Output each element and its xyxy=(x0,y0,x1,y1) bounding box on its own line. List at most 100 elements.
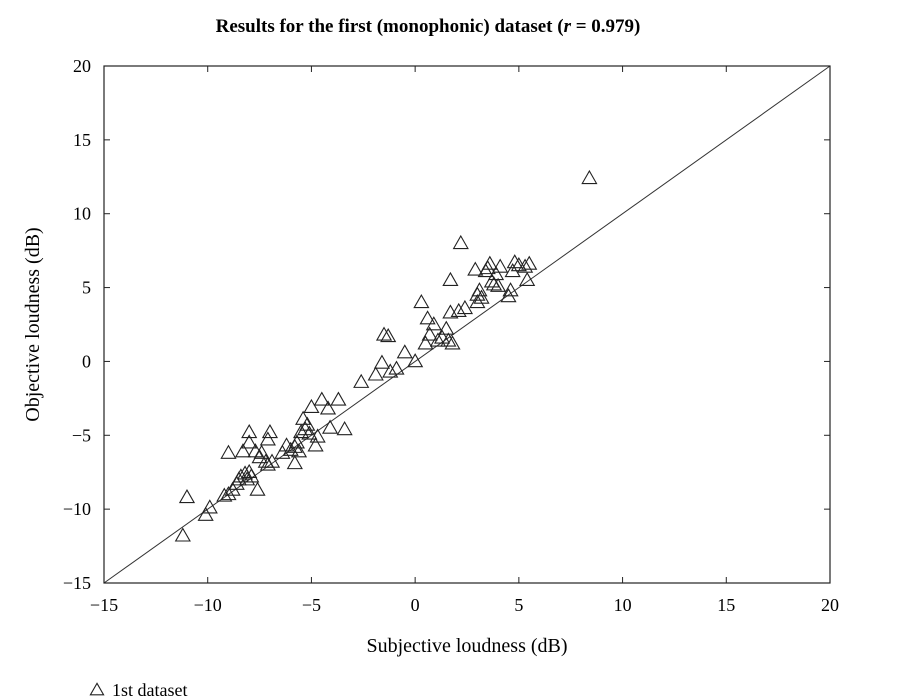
data-point-triangle xyxy=(220,486,237,501)
data-point-triangle xyxy=(471,282,488,297)
data-point-triangle xyxy=(492,258,509,273)
data-point-triangle xyxy=(236,465,254,480)
x-axis-label: Subjective loudness (dB) xyxy=(366,635,567,657)
data-point-triangle xyxy=(234,443,252,458)
data-point-triangle xyxy=(201,499,218,514)
data-point-triangle xyxy=(473,289,490,304)
data-point-triangle xyxy=(232,468,250,483)
x-tick-label: 5 xyxy=(514,595,523,615)
data-point-triangle xyxy=(581,169,598,185)
y-tick-label: −15 xyxy=(63,573,91,593)
data-point-triangle xyxy=(241,423,258,439)
data-point-triangle xyxy=(456,299,474,315)
y-axis-label: Objective loudness (dB) xyxy=(22,227,44,421)
data-point-triangle xyxy=(469,293,486,309)
data-point-triangle xyxy=(259,456,276,471)
ticks-layer: −15 −10 −5 0 5 10 15 20 −15 −10 −5 0 5 10 15 20 xyxy=(63,56,839,615)
data-point-triangle xyxy=(425,316,442,331)
y-tick-label: 20 xyxy=(73,56,91,76)
legend-triangle-icon xyxy=(89,682,105,696)
data-point-triangle xyxy=(249,481,266,496)
data-point-triangle xyxy=(481,255,498,270)
data-point-triangle xyxy=(336,421,353,436)
data-point-triangle xyxy=(407,353,424,368)
data-point-triangle xyxy=(490,277,507,292)
data-point-triangle xyxy=(309,428,326,443)
data-point-triangle xyxy=(313,391,330,406)
data-point-triangle xyxy=(467,261,484,276)
data-point-triangle xyxy=(485,276,503,291)
data-point-triangle xyxy=(261,423,279,439)
data-point-triangle xyxy=(506,254,523,269)
data-point-triangle xyxy=(419,310,436,325)
data-point-triangle xyxy=(367,366,384,381)
y-tick-label: 10 xyxy=(73,204,91,224)
y-tick-label: 5 xyxy=(82,278,91,298)
data-point-triangle xyxy=(243,468,260,483)
data-point-triangle xyxy=(487,265,505,281)
data-point-triangle xyxy=(519,271,536,287)
data-point-triangle xyxy=(259,431,276,446)
data-point-triangle xyxy=(396,344,413,359)
data-point-triangle xyxy=(290,443,308,458)
x-tick-label: 0 xyxy=(411,595,420,615)
data-point-triangle xyxy=(452,234,469,250)
data-point-triangle xyxy=(197,506,214,521)
legend-series-label: 1st dataset xyxy=(112,680,187,700)
y-tick-label: −5 xyxy=(72,425,91,445)
data-point-triangle xyxy=(521,255,538,270)
data-point-triangle xyxy=(239,471,256,486)
data-point-triangle xyxy=(353,373,370,388)
data-point-triangle xyxy=(413,293,430,309)
chart-title-variable: r xyxy=(564,16,572,37)
plot-area-frame xyxy=(103,65,831,584)
y-tick-label: −10 xyxy=(63,499,91,519)
legend: 1st dataset xyxy=(89,680,187,700)
data-point-triangle xyxy=(301,425,318,440)
data-point-triangle xyxy=(373,354,391,369)
data-point-triangle xyxy=(292,423,310,439)
data-point-triangle xyxy=(429,332,447,347)
data-point-triangle xyxy=(220,444,237,459)
data-point-triangle xyxy=(307,437,324,452)
data-point-triangle xyxy=(380,327,397,343)
data-point-triangle xyxy=(303,398,320,414)
data-point-triangle xyxy=(178,488,196,504)
data-point-triangle xyxy=(502,282,519,297)
x-tick-label: −5 xyxy=(302,595,321,615)
chart-title-suffix: = 0.979) xyxy=(571,16,640,37)
data-point-triangle xyxy=(263,453,281,468)
data-point-triangle xyxy=(295,410,312,425)
chart-title: Results for the first (monophonic) datas… xyxy=(216,16,641,37)
data-point-triangle xyxy=(375,326,393,341)
data-point-triangle xyxy=(330,391,347,406)
x-tick-label: −15 xyxy=(90,595,118,615)
y-tick-label: 15 xyxy=(73,130,91,150)
data-point-triangle xyxy=(450,302,467,318)
data-point-triangle xyxy=(319,400,337,415)
data-point-triangle xyxy=(516,258,534,273)
data-point-triangle xyxy=(438,320,455,335)
data-point-triangle xyxy=(174,527,191,542)
data-point-triangle xyxy=(417,335,434,350)
x-tick-label: 15 xyxy=(717,595,735,615)
data-point-triangle xyxy=(388,360,405,375)
data-point-triangle xyxy=(286,454,303,470)
chart-title-prefix: Results for the first (monophonic) datas… xyxy=(216,16,564,37)
data-point-triangle xyxy=(440,332,457,347)
data-point-triangle xyxy=(282,441,299,456)
identity-reference-line xyxy=(103,65,831,584)
data-point-triangle xyxy=(434,329,451,344)
x-tick-label: 10 xyxy=(614,595,632,615)
reference-line-layer xyxy=(103,65,831,584)
data-point-triangle xyxy=(421,326,438,341)
x-tick-label: 20 xyxy=(821,595,839,615)
data-point-triangle xyxy=(241,434,258,449)
data-point-triangle xyxy=(382,363,399,378)
x-tick-label: −10 xyxy=(194,595,222,615)
data-point-triangle xyxy=(253,444,270,459)
y-tick-label: 0 xyxy=(82,351,91,371)
data-point-triangle xyxy=(444,335,461,350)
data-point-triangle xyxy=(321,419,339,434)
